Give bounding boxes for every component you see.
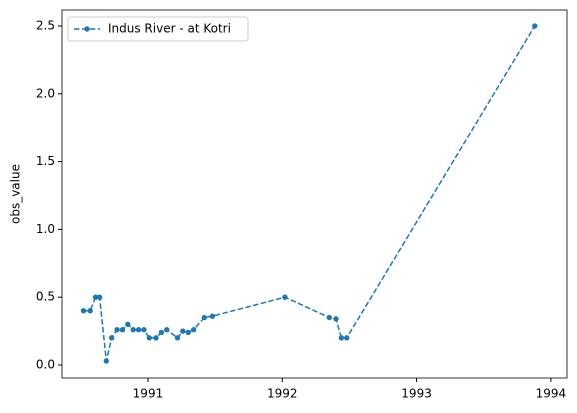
data-point: [174, 335, 181, 341]
data-point: [141, 327, 147, 333]
data-point: [209, 313, 216, 319]
y-tick-label: 0.0: [36, 357, 55, 371]
legend-label: Indus River - at Kotri: [108, 22, 231, 36]
data-point: [130, 327, 136, 333]
x-tick-label: 1992: [267, 387, 298, 401]
y-tick-label: 0.5: [36, 290, 55, 304]
data-point: [96, 294, 103, 300]
data-point: [532, 23, 538, 29]
data-point: [153, 335, 159, 341]
data-point: [119, 327, 126, 333]
data-point: [180, 328, 186, 334]
data-point: [333, 316, 339, 322]
y-tick-label: 1.0: [36, 222, 55, 236]
legend-box: [67, 16, 249, 42]
data-point: [185, 329, 191, 336]
data-point: [103, 358, 110, 364]
data-line: [83, 25, 536, 362]
legend-marker: [84, 26, 90, 32]
y-axis-label: obs_value: [9, 164, 23, 224]
data-point: [114, 327, 120, 333]
y-tick-label: 1.5: [36, 154, 55, 168]
y-tick-label: 2.0: [36, 86, 55, 100]
x-tick-label: 1993: [401, 387, 432, 401]
data-point: [190, 327, 197, 333]
y-tick-label: 2.5: [36, 19, 55, 33]
x-tick-label: 1994: [536, 387, 567, 401]
data-point: [92, 294, 99, 300]
data-point: [164, 327, 170, 333]
data-point: [87, 308, 93, 314]
data-point: [201, 314, 208, 321]
data-point: [344, 335, 350, 341]
data-point: [338, 335, 345, 341]
data-point: [282, 294, 288, 300]
plot-frame: [61, 9, 568, 379]
data-point: [135, 327, 142, 333]
data-point: [146, 335, 153, 341]
data-point: [108, 335, 115, 341]
data-point: [80, 308, 87, 314]
data-point: [326, 314, 332, 321]
data-point: [125, 321, 131, 328]
data-point: [158, 329, 165, 336]
x-tick-label: 1991: [133, 387, 164, 401]
